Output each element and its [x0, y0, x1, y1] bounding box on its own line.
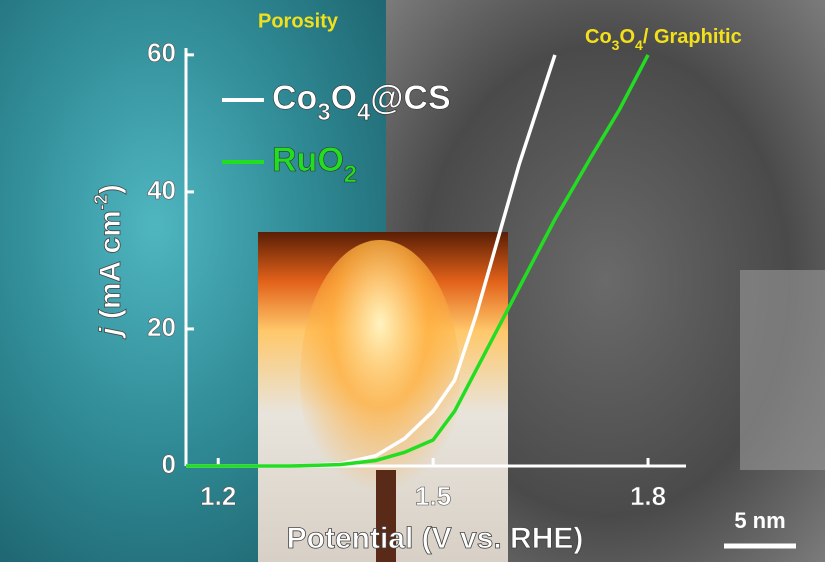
y-tick-label: 40	[147, 175, 176, 205]
flame	[300, 240, 460, 520]
y-tick-label: 0	[162, 449, 176, 479]
y-tick-label: 20	[147, 312, 176, 342]
scale-bar-label: 5 nm	[734, 508, 785, 533]
series-line	[186, 54, 650, 468]
sample-holder	[376, 470, 396, 562]
y-axis-label: j (mA cm-2)	[91, 184, 127, 340]
legend-label: Co3O4@CS	[272, 79, 451, 126]
x-tick-label: 1.2	[200, 481, 236, 511]
annotation: Porosity	[258, 10, 339, 32]
x-tick-label: 1.8	[630, 481, 666, 511]
y-tick-label: 60	[147, 38, 176, 68]
annotation: Co3O4/ Graphitic	[585, 26, 742, 52]
x-tick-label: 1.5	[415, 481, 451, 511]
x-axis-label: Potential (V vs. RHE)	[287, 522, 584, 555]
legend-label: RuO2	[272, 141, 357, 188]
tem-bright-region	[740, 270, 825, 470]
